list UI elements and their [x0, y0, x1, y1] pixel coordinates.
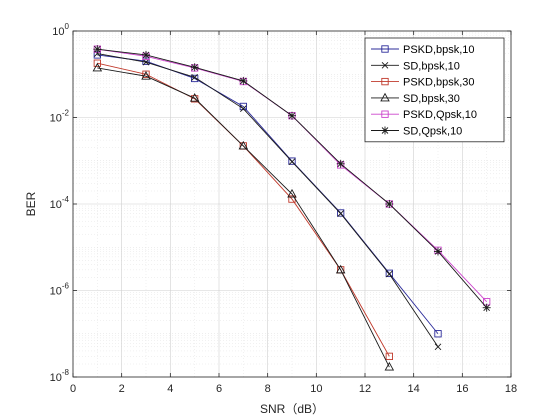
series-4	[92, 62, 395, 371]
marker-star-stroke	[142, 51, 150, 59]
marker-star	[190, 63, 199, 72]
marker-star-stroke	[94, 45, 101, 53]
marker-x-stroke	[337, 210, 344, 217]
legend-box	[364, 37, 505, 143]
x-tick-label: 18	[505, 383, 517, 395]
marker-star	[385, 200, 394, 208]
marker-triangle	[189, 93, 200, 102]
marker-star	[239, 76, 248, 85]
marker-triangle	[141, 71, 151, 80]
marker-x	[434, 343, 442, 351]
series-line	[97, 67, 390, 368]
marker-square	[381, 77, 389, 86]
series-line	[97, 53, 439, 348]
marker-x-stroke	[240, 105, 247, 112]
x-tick-label: 2	[119, 383, 125, 395]
series-2	[94, 50, 442, 351]
marker-square	[191, 74, 199, 83]
series-6	[93, 45, 491, 312]
marker-square	[385, 352, 393, 361]
marker-square	[381, 45, 389, 53]
marker-star	[93, 45, 102, 54]
legend-label: SD,bpsk,10	[403, 60, 460, 72]
minor-grid	[73, 31, 511, 377]
marker-x	[386, 270, 393, 278]
x-tick-label: 16	[456, 383, 468, 395]
marker-star	[482, 303, 491, 312]
y-tick-label: 10-2	[50, 109, 70, 125]
marker-square	[385, 269, 393, 277]
marker-square	[381, 110, 389, 118]
marker-square	[93, 59, 101, 67]
legend-label: PSKD,Qpsk,10	[403, 109, 477, 121]
marker-x	[381, 61, 389, 69]
y-tick-label: 10-6	[50, 282, 70, 298]
legend-entry: SD,bpsk,30	[371, 92, 460, 105]
marker-star	[381, 126, 389, 135]
legend-label: SD,bpsk,30	[403, 93, 460, 105]
marker-triangle	[287, 188, 297, 198]
marker-x-stroke	[142, 58, 150, 66]
legend-label: PSKD,bpsk,10	[403, 44, 475, 56]
legend-entry: PSKD,bpsk,10	[371, 44, 475, 56]
marker-square	[337, 209, 345, 217]
legend: PSKD,bpsk,10 SD,bpsk,10 PSKD,bpsk,30 SD,bps…	[364, 37, 505, 143]
marker-star	[434, 247, 442, 256]
legend-label: PSKD,bpsk,30	[403, 77, 475, 89]
marker-x	[191, 73, 198, 81]
marker-star-stroke	[240, 77, 247, 85]
marker-star	[142, 50, 150, 59]
marker-triangle	[380, 92, 390, 102]
legend-entry: SD,Qpsk,10	[371, 126, 462, 138]
marker-star-stroke	[191, 63, 198, 71]
x-tick-label: 0	[70, 383, 76, 395]
series-line	[97, 54, 439, 335]
marker-triangle	[335, 264, 346, 274]
x-tick-label: 10	[310, 383, 322, 395]
marker-x-stroke	[381, 61, 389, 69]
legend-entry: SD,bpsk,10	[371, 60, 460, 72]
legend-entry: PSKD,Qpsk,10	[371, 109, 477, 121]
x-tick-label: 4	[167, 383, 173, 395]
x-tick-label: 14	[408, 383, 420, 395]
legend-entry: PSKD,bpsk,30	[371, 77, 475, 89]
legend-label: SD,Qpsk,10	[403, 126, 462, 138]
marker-x-stroke	[191, 73, 198, 81]
marker-star-stroke	[434, 248, 442, 255]
x-tick-label: 12	[359, 383, 371, 395]
marker-star	[336, 159, 345, 168]
marker-star-stroke	[288, 112, 296, 120]
x-axis-ticks: 0 2 4 6 8 10 12 14 16 18	[70, 31, 517, 395]
marker-star-stroke	[337, 160, 344, 168]
marker-square	[434, 330, 442, 338]
marker-triangle	[92, 62, 103, 72]
marker-x	[142, 58, 150, 66]
y-axis-ticks: 100 10-2 10-4 10-6 10-8	[50, 22, 511, 384]
series-layer	[92, 45, 491, 371]
marker-triangle	[238, 140, 249, 150]
marker-star-stroke	[483, 304, 490, 312]
marker-star	[288, 111, 296, 120]
y-tick-label: 100	[52, 22, 69, 38]
y-axis-title: BER	[24, 191, 38, 216]
marker-x	[288, 158, 296, 166]
marker-x-stroke	[288, 158, 296, 166]
marker-x-stroke	[434, 343, 442, 351]
marker-star-stroke	[381, 127, 389, 134]
marker-square	[288, 157, 296, 165]
y-tick-label: 10-8	[50, 368, 70, 384]
x-tick-label: 6	[216, 383, 222, 395]
marker-x-stroke	[386, 270, 393, 278]
marker-x	[337, 210, 344, 217]
x-tick-label: 8	[265, 383, 271, 395]
marker-square	[142, 70, 150, 78]
x-axis-title: SNR（dB）	[260, 402, 324, 416]
y-tick-label: 10-4	[50, 195, 70, 211]
marker-triangle	[384, 361, 395, 371]
marker-star-stroke	[386, 200, 393, 208]
marker-x	[240, 105, 247, 112]
